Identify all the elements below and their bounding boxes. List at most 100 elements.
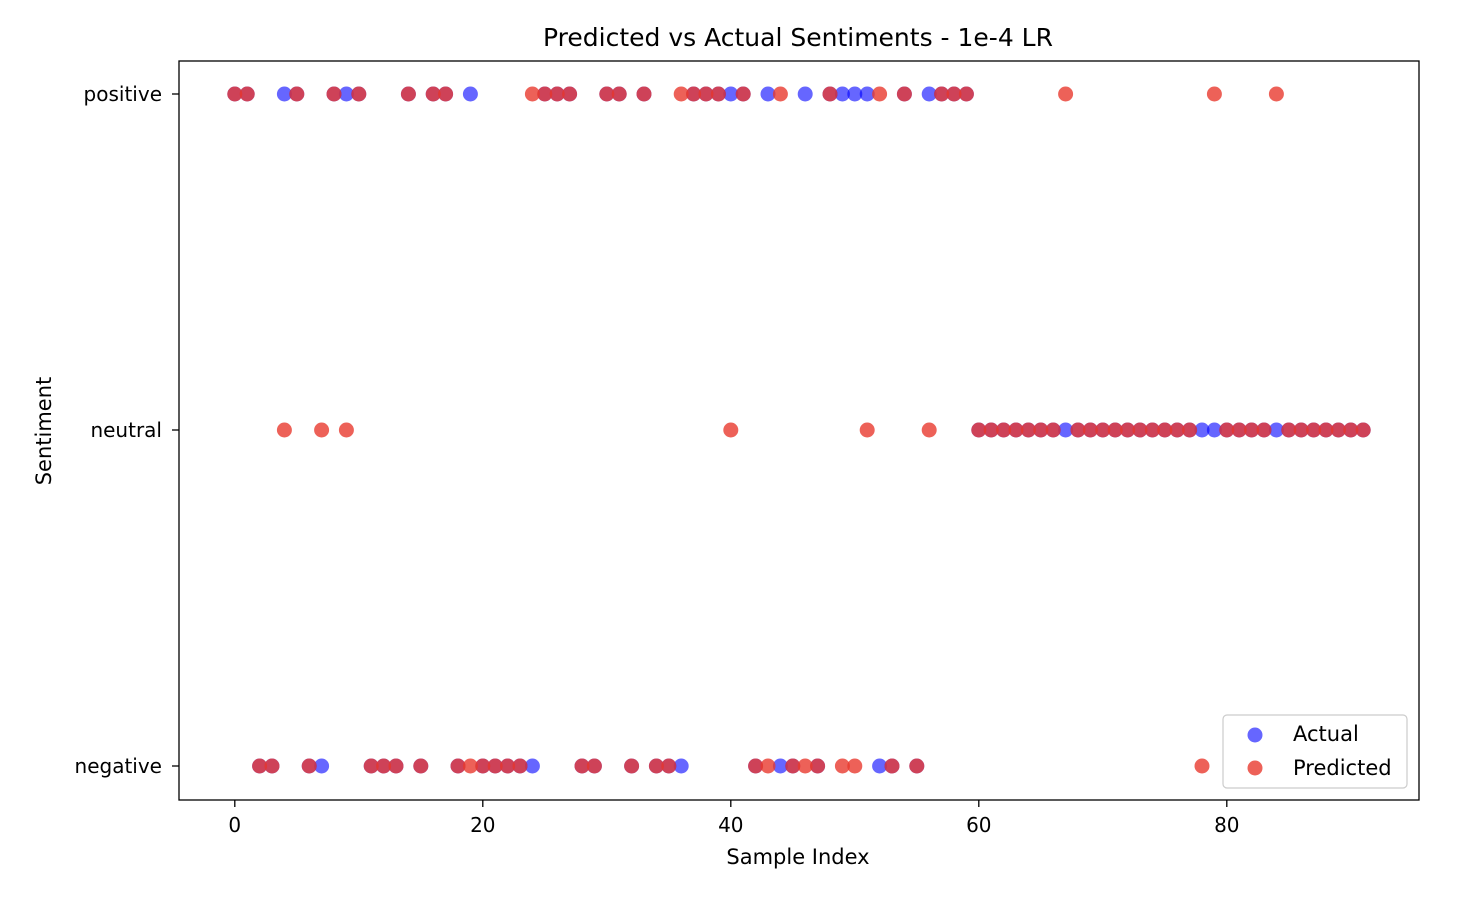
predicted-point	[958, 86, 974, 102]
predicted-point	[400, 86, 416, 102]
legend-marker-predicted	[1247, 760, 1263, 776]
predicted-point	[1306, 422, 1322, 438]
predicted-point	[1231, 422, 1247, 438]
predicted-point	[487, 758, 503, 774]
predicted-point	[983, 422, 999, 438]
predicted-point	[1206, 86, 1222, 102]
predicted-point	[624, 758, 640, 774]
predicted-point	[252, 758, 268, 774]
predicted-point	[735, 86, 751, 102]
actual-point	[314, 758, 330, 774]
predicted-point	[301, 758, 317, 774]
actual-point	[1268, 422, 1284, 438]
predicted-point	[859, 422, 875, 438]
actual-point	[847, 86, 863, 102]
predicted-point	[549, 86, 565, 102]
predicted-point	[1070, 422, 1086, 438]
x-tick-label: 0	[228, 813, 241, 837]
predicted-point	[1355, 422, 1371, 438]
predicted-point	[351, 86, 367, 102]
legend-marker-actual	[1247, 727, 1263, 743]
predicted-point	[239, 86, 255, 102]
predicted-point	[1132, 422, 1148, 438]
predicted-point	[909, 758, 925, 774]
predicted-point	[1268, 86, 1284, 102]
predicted-point	[785, 758, 801, 774]
actual-point	[276, 86, 292, 102]
predicted-point	[500, 758, 516, 774]
predicted-point	[1082, 422, 1098, 438]
predicted-point	[1244, 422, 1260, 438]
y-tick-label: negative	[75, 754, 162, 778]
predicted-point	[971, 422, 987, 438]
predicted-point	[896, 86, 912, 102]
predicted-point	[872, 86, 888, 102]
legend-box	[1222, 714, 1408, 789]
y-axis-label: Sentiment	[32, 377, 56, 486]
predicted-point	[1058, 86, 1074, 102]
predicted-point	[996, 422, 1012, 438]
x-tick-label: 40	[718, 813, 743, 837]
predicted-point	[276, 422, 292, 438]
predicted-point	[314, 422, 330, 438]
chart-title: Predicted vs Actual Sentiments - 1e-4 LR	[543, 23, 1053, 52]
predicted-point	[1095, 422, 1111, 438]
predicted-point	[1281, 422, 1297, 438]
actual-point	[834, 86, 850, 102]
legend-label-actual: Actual	[1293, 722, 1359, 746]
predicted-point	[326, 86, 342, 102]
predicted-point	[376, 758, 392, 774]
predicted-point	[1194, 758, 1210, 774]
actual-point	[1206, 422, 1222, 438]
predicted-point	[1120, 422, 1136, 438]
actual-point	[673, 758, 689, 774]
predicted-point	[1219, 422, 1235, 438]
predicted-point	[1330, 422, 1346, 438]
predicted-point	[450, 758, 466, 774]
predicted-point	[1157, 422, 1173, 438]
predicted-point	[884, 758, 900, 774]
predicted-point	[946, 86, 962, 102]
predicted-point	[611, 86, 627, 102]
predicted-point	[363, 758, 379, 774]
predicted-point	[710, 86, 726, 102]
actual-point	[338, 86, 354, 102]
x-tick-label: 60	[966, 813, 991, 837]
predicted-point	[574, 758, 590, 774]
y-axis: negative neutral positive	[75, 82, 179, 778]
predicted-point	[1045, 422, 1061, 438]
predicted-point	[847, 758, 863, 774]
actual-point	[859, 86, 875, 102]
legend: Actual Predicted	[1222, 714, 1408, 789]
actual-point	[772, 758, 788, 774]
predicted-point	[1033, 422, 1049, 438]
legend-label-predicted: Predicted	[1293, 756, 1392, 780]
predicted-point	[537, 86, 553, 102]
predicted-point	[425, 86, 441, 102]
predicted-point	[562, 86, 578, 102]
predicted-point	[772, 86, 788, 102]
predicted-point	[264, 758, 280, 774]
y-tick-label: positive	[84, 82, 162, 106]
actual-point	[1058, 422, 1074, 438]
predicted-point	[599, 86, 615, 102]
predicted-point	[1182, 422, 1198, 438]
predicted-point	[388, 758, 404, 774]
actual-point	[524, 758, 540, 774]
predicted-point	[673, 86, 689, 102]
predicted-point	[1256, 422, 1272, 438]
predicted-point	[462, 758, 478, 774]
actual-point	[462, 86, 478, 102]
x-tick-label: 20	[470, 813, 495, 837]
x-tick-label: 80	[1214, 813, 1239, 837]
x-axis: 0 20 40 60 80	[228, 800, 1240, 837]
predicted-point	[338, 422, 354, 438]
predicted-point	[475, 758, 491, 774]
predicted-point	[1343, 422, 1359, 438]
predicted-point	[661, 758, 677, 774]
predicted-point	[636, 86, 652, 102]
predicted-point	[1144, 422, 1160, 438]
predicted-point	[1008, 422, 1024, 438]
predicted-point	[1107, 422, 1123, 438]
